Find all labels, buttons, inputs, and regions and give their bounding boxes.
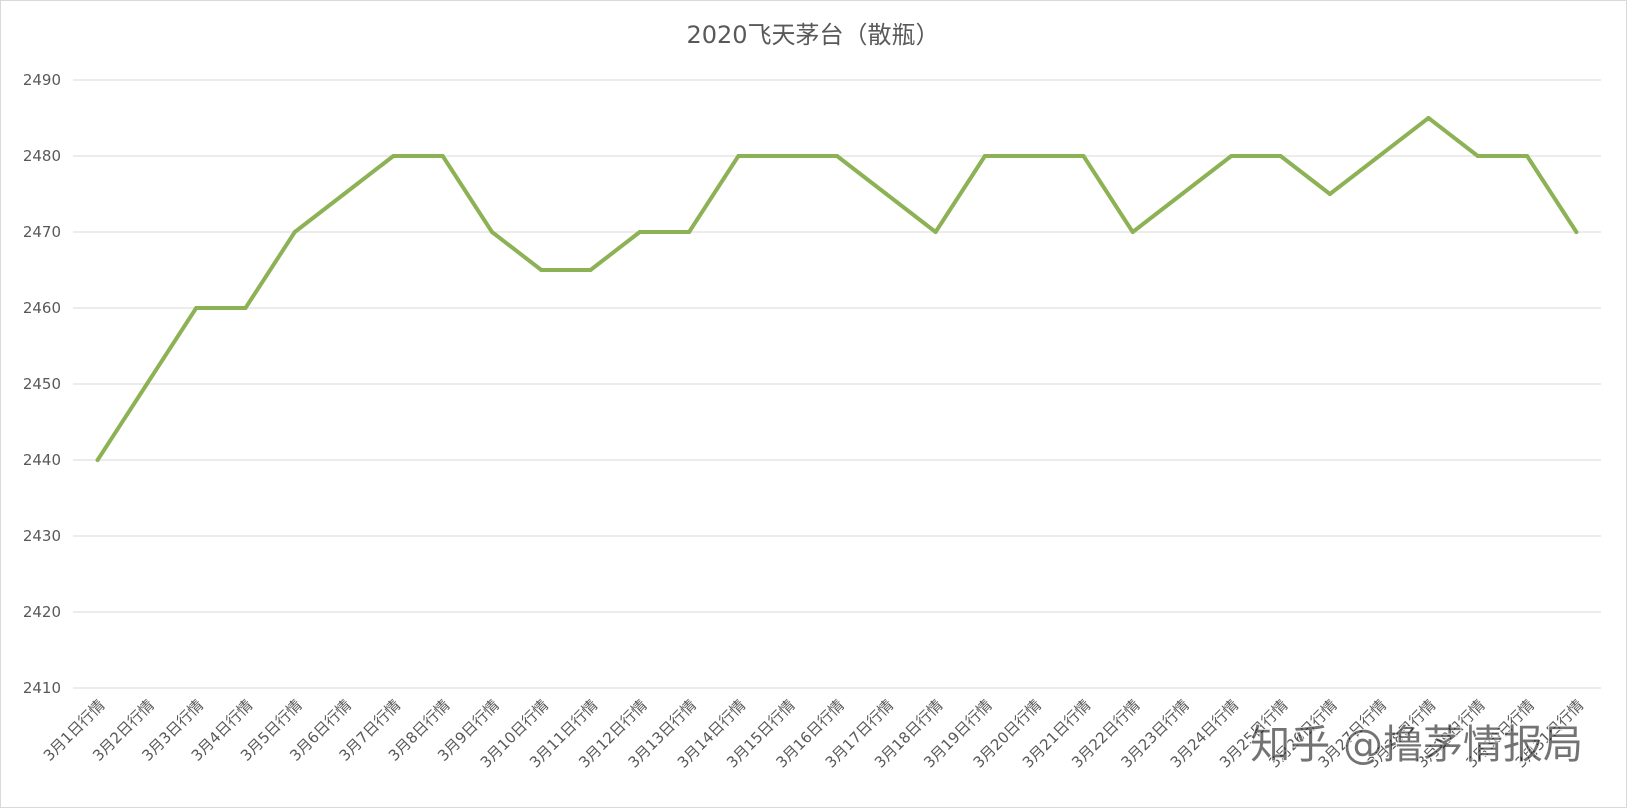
y-tick-label: 2480 (23, 147, 61, 165)
data-point (144, 382, 149, 386)
data-point (637, 230, 642, 234)
data-point (884, 192, 889, 196)
data-point (1180, 192, 1185, 196)
data-point (1377, 154, 1382, 158)
data-point (588, 268, 593, 272)
y-tick-label: 2460 (23, 299, 61, 317)
series-layer (95, 116, 1579, 462)
y-tick-label: 2470 (23, 223, 61, 241)
data-point (1130, 230, 1135, 234)
data-point (1032, 154, 1037, 158)
data-point (933, 230, 938, 234)
data-point (391, 154, 396, 158)
y-tick-label: 2450 (23, 375, 61, 393)
data-point (1081, 154, 1086, 158)
data-point (1229, 154, 1234, 158)
data-point (292, 230, 297, 234)
y-tick-label: 2420 (23, 603, 61, 621)
data-point (194, 306, 199, 310)
gridlines (73, 79, 1601, 689)
data-point (539, 268, 544, 272)
data-point (1525, 154, 1530, 158)
data-point (1426, 116, 1431, 120)
data-point (440, 154, 445, 158)
data-point (687, 230, 692, 234)
data-point (95, 458, 100, 462)
data-point (342, 192, 347, 196)
watermark-text: 知乎 @撸茅情报局 (1250, 722, 1583, 768)
y-axis-ticks: 2410 2420 2430 2440 2450 2460 2470 2480 2490 (23, 71, 61, 697)
data-point (1327, 192, 1332, 196)
data-point (1278, 154, 1283, 158)
data-point (243, 306, 248, 310)
y-tick-label: 2490 (23, 71, 61, 89)
y-tick-label: 2410 (23, 679, 61, 697)
y-tick-label: 2440 (23, 451, 61, 469)
data-point (835, 154, 839, 158)
data-point (736, 154, 741, 158)
data-point (982, 154, 987, 158)
y-tick-label: 2430 (23, 527, 61, 545)
chart-title: 2020飞天茅台（散瓶） (686, 21, 939, 49)
data-point (1574, 230, 1579, 234)
series-line (95, 116, 1579, 462)
data-point (785, 154, 790, 158)
data-point (1475, 154, 1480, 158)
data-point (489, 230, 494, 234)
